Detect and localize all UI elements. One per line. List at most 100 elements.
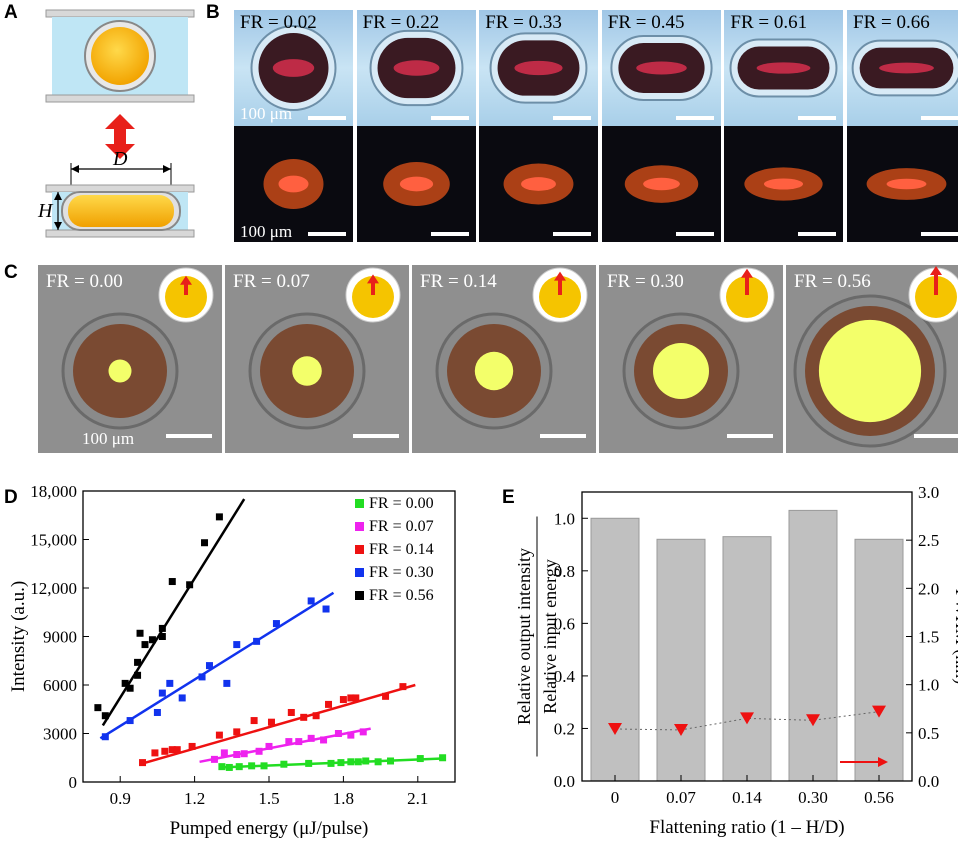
data-point xyxy=(248,762,256,770)
bright-field-tile: FR = 0.02 xyxy=(234,10,353,126)
y-right-tick-label: 2.5 xyxy=(918,531,939,550)
lasing-spot xyxy=(108,359,132,383)
panel-label-e: E xyxy=(502,487,515,508)
intensity-chart: 0.9 1.2 1.5 1.8 2.1 0 3000 6000 9000 12,000 15,000… xyxy=(8,482,456,839)
fr-label-top: FR = 0.02 xyxy=(240,12,317,33)
data-point xyxy=(134,658,142,666)
droplet-texture xyxy=(514,60,563,76)
y-axis-label-bottom: Relative input energy xyxy=(540,559,560,714)
data-point xyxy=(240,750,248,758)
fr-label-top: FR = 0.33 xyxy=(485,12,562,33)
data-point xyxy=(374,758,382,766)
arrow-head-icon xyxy=(554,271,566,281)
scale-bar xyxy=(308,232,346,236)
y-tick-label: 1.0 xyxy=(554,509,575,528)
data-point xyxy=(265,742,273,750)
data-point xyxy=(158,624,166,632)
y-tick-label: 12,000 xyxy=(30,579,77,598)
data-point xyxy=(178,694,186,702)
polarized-tile xyxy=(601,126,721,242)
scale-bar xyxy=(727,434,773,438)
data-point xyxy=(233,728,241,736)
y-tick-label: 6000 xyxy=(43,676,77,695)
data-point xyxy=(223,679,231,687)
polarized-image xyxy=(382,162,450,206)
data-point xyxy=(287,708,295,716)
inset-droplet xyxy=(352,276,394,318)
legend-label: FR = 0.14 xyxy=(369,541,434,558)
fit-line xyxy=(101,498,246,727)
arrow-head-icon xyxy=(180,275,192,285)
lasing-image xyxy=(793,266,958,448)
data-point xyxy=(359,728,367,736)
data-point xyxy=(416,755,424,763)
scale-bar xyxy=(308,116,346,120)
bar xyxy=(788,509,838,782)
scale-bar xyxy=(798,232,837,236)
data-point xyxy=(382,692,390,700)
data-point xyxy=(233,751,241,759)
fwhm-line xyxy=(614,711,880,731)
polarized-image xyxy=(744,167,824,201)
x-axis-label: Pumped energy (μJ/pulse) xyxy=(170,818,369,839)
data-point xyxy=(320,736,328,744)
diameter-label: D xyxy=(113,148,128,170)
polarized-tile xyxy=(847,126,958,242)
lasing-tile: FR = 0.14 xyxy=(412,265,596,453)
legend-label: FR = 0.30 xyxy=(369,564,434,581)
y-right-tick-label: 1.0 xyxy=(918,676,939,695)
arrow-head-icon xyxy=(930,266,942,275)
data-point xyxy=(312,712,320,720)
polarized-tile xyxy=(724,126,844,242)
data-point xyxy=(347,758,355,766)
y-right-tick-label: 2.0 xyxy=(918,579,939,598)
emission-arrow-icon xyxy=(558,278,562,295)
y-tick-label: 9000 xyxy=(43,628,77,647)
data-point xyxy=(255,747,263,755)
data-point xyxy=(260,762,268,770)
x-tick-label: 1.2 xyxy=(184,789,205,808)
lasing-image xyxy=(622,267,775,430)
data-point xyxy=(325,700,333,708)
fit-line xyxy=(199,727,371,764)
fit-line xyxy=(139,683,416,766)
droplet-image xyxy=(610,34,713,102)
data-point xyxy=(186,581,194,589)
data-point xyxy=(439,754,447,762)
y-tick-label: 0.4 xyxy=(554,667,576,686)
lasing-image xyxy=(435,267,588,430)
polarized-tile xyxy=(234,126,353,242)
arrow-head-icon xyxy=(367,274,379,284)
x-tick-label: 2.1 xyxy=(407,789,428,808)
data-point xyxy=(215,731,223,739)
data-point xyxy=(153,708,161,716)
data-point xyxy=(166,679,174,687)
lasing-spot xyxy=(818,319,922,423)
bright-field-tile: FR = 0.61 xyxy=(724,10,844,126)
data-point xyxy=(399,683,407,691)
data-point xyxy=(121,679,129,687)
y-right-tick-label: 3.0 xyxy=(918,483,939,502)
x-tick-label: 0.14 xyxy=(732,788,762,807)
data-point xyxy=(225,763,233,771)
scale-label: 100 μm xyxy=(82,429,135,448)
data-point xyxy=(354,758,362,766)
polarized-center xyxy=(278,175,309,193)
legend-marker xyxy=(355,545,364,554)
data-point xyxy=(339,696,347,704)
panel-a-schematic xyxy=(45,9,195,238)
data-point xyxy=(126,717,134,725)
y-tick-label: 18,000 xyxy=(30,482,77,501)
flattening-chart: 0.0 0.2 0.4 0.6 0.8 1.0 0.0 0.5 1.0 1.5 2.0 2.5 3.0 0… xyxy=(514,483,958,838)
droplet-texture xyxy=(272,59,315,77)
data-point xyxy=(272,620,280,628)
polarized-center xyxy=(642,177,680,191)
data-point xyxy=(253,637,261,645)
data-point xyxy=(201,539,209,547)
fr-label-top: FR = 0.66 xyxy=(853,12,930,33)
polarized-center xyxy=(399,176,433,192)
fwhm-marker xyxy=(674,723,688,736)
droplet-texture xyxy=(636,61,687,75)
data-point xyxy=(158,689,166,697)
polarized-center xyxy=(764,178,804,190)
